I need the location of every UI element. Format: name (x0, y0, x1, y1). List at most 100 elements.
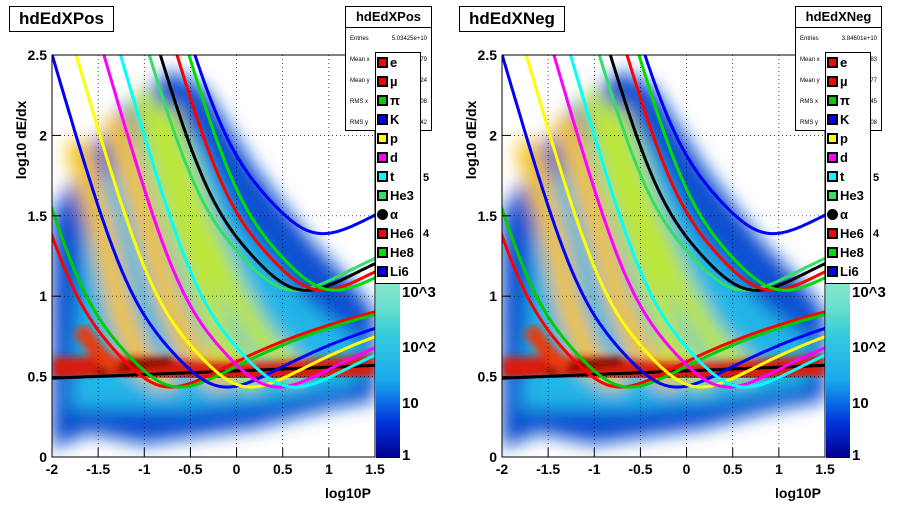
legend-item: d (826, 148, 870, 167)
legend-swatch (827, 133, 838, 144)
y-axis-label: log10 dE/dx (463, 101, 479, 180)
legend-label: He8 (840, 245, 864, 260)
stats-title: hdEdXNeg (796, 7, 881, 28)
z-tick-label: 10^3 (402, 284, 436, 301)
heatmap-density (52, 55, 375, 457)
legend-item: π (826, 91, 870, 110)
x-axis-label: log10P (325, 485, 371, 501)
z-tick-label: 10 (852, 395, 869, 412)
legend-item: e (826, 53, 870, 72)
legend-swatch (827, 266, 838, 277)
legend-swatch (377, 209, 388, 220)
stats-rms-y-label: RMS y (800, 119, 818, 126)
curve-He8 (637, 55, 825, 292)
stats-entries-label: Entries (350, 35, 369, 42)
z-color-scale (826, 283, 850, 458)
legend-label: He3 (840, 188, 864, 203)
curve-x (608, 55, 825, 292)
y-tick-label: 1.5 (28, 208, 48, 224)
stats-rms-y-value: 42 (420, 119, 427, 126)
stats-entries-value: 3.84601e+10 (841, 35, 877, 42)
legend-swatch (827, 171, 838, 182)
legend-item: K (826, 110, 870, 129)
z-tick-label: 10^3 (852, 284, 886, 301)
z-tick-label: 1 (402, 447, 410, 464)
stats-rms-x-value: 45 (870, 98, 877, 105)
curve-Li6 (193, 55, 375, 236)
legend-label: π (840, 93, 850, 108)
y-tick-label: 0 (489, 449, 497, 465)
x-tick-label: 0 (683, 461, 691, 477)
legend-label: Li6 (390, 264, 409, 279)
z-tick-label: 10^2 (402, 339, 436, 356)
stats-rms-x-label: RMS x (350, 98, 368, 105)
stats-mean-y-value: 77 (870, 77, 877, 84)
panel-neg: -2 -1.5 -1 -0.5 0 0.5 1 1.5 0 0.5 1 1.5 2 2.5 log10P lo… (450, 0, 900, 514)
legend-item: Li6 (376, 262, 420, 281)
partial-exponent-4: 4 (873, 228, 880, 240)
legend-label: K (390, 112, 400, 127)
legend-label: He6 (390, 226, 414, 241)
x-tick-label: 0 (233, 461, 241, 477)
legend-swatch (377, 152, 388, 163)
x-tick-label: 1.5 (815, 461, 835, 477)
legend-item: π (376, 91, 420, 110)
histogram-title: hdEdXNeg (459, 6, 565, 32)
stats-rms-x-label: RMS x (800, 98, 818, 105)
legend-item: e (376, 53, 420, 72)
legend-item: K (376, 110, 420, 129)
x-tick-label: 1.5 (365, 461, 385, 477)
z-color-scale (376, 283, 400, 458)
curve-x (52, 203, 375, 389)
legend-label: p (390, 131, 398, 146)
heatmap-density (502, 55, 825, 457)
y-tick-label: 1 (39, 288, 47, 304)
partial-exponent-4: 4 (423, 228, 430, 240)
stats-mean-x-label: Mean x (350, 56, 370, 63)
stats-mean-y-label: Mean y (800, 77, 820, 84)
legend-item: t (826, 167, 870, 186)
x-tick-label: -1.5 (536, 461, 560, 477)
legend-swatch (827, 76, 838, 87)
y-tick-label: 2 (489, 127, 497, 143)
curve-He6 (175, 55, 375, 292)
x-tick-label: -1 (588, 461, 601, 477)
z-tick-label: 10^2 (852, 339, 886, 356)
legend-item: He3 (826, 186, 870, 205)
curve-He3 (147, 55, 375, 292)
stats-title: hdEdXPos (346, 7, 431, 28)
curve-He3 (597, 55, 825, 292)
x-tick-label: -0.5 (628, 461, 652, 477)
curve-Li6 (643, 55, 825, 236)
legend-swatch (827, 190, 838, 201)
y-tick-label: 2.5 (478, 47, 498, 63)
x-tick-label: -2 (46, 461, 59, 477)
curve-d (102, 55, 375, 389)
legend-label: µ (390, 74, 398, 89)
panel-pos: -2 -1.5 -1 -0.5 0 0.5 1 1.5 0 0.5 1 1.5 2 2.5 log10P lo… (9, 6, 436, 501)
curve-t (118, 55, 375, 389)
legend-swatch (827, 209, 838, 220)
stats-rms-y-label: RMS y (350, 119, 368, 126)
z-tick-label: 1 (852, 447, 860, 464)
x-tick-label: 1 (775, 461, 783, 477)
legend-label: e (840, 55, 848, 70)
curve-x (502, 203, 825, 389)
legend-swatch (377, 76, 388, 87)
legend-swatch (377, 247, 388, 258)
histogram-title: hdEdXPos (9, 6, 115, 32)
legend-swatch (377, 57, 388, 68)
x-tick-label: 1 (325, 461, 333, 477)
legend-item: He6 (826, 224, 870, 243)
x-tick-label: -1.5 (86, 461, 110, 477)
x-tick-label: -2 (496, 461, 509, 477)
legend-item: He8 (826, 243, 870, 262)
y-tick-label: 1.5 (478, 208, 498, 224)
legend-swatch (377, 190, 388, 201)
partial-exponent-5: 5 (873, 172, 880, 184)
legend-swatch (377, 95, 388, 106)
legend-label: Li6 (840, 264, 859, 279)
legend-swatch (827, 95, 838, 106)
